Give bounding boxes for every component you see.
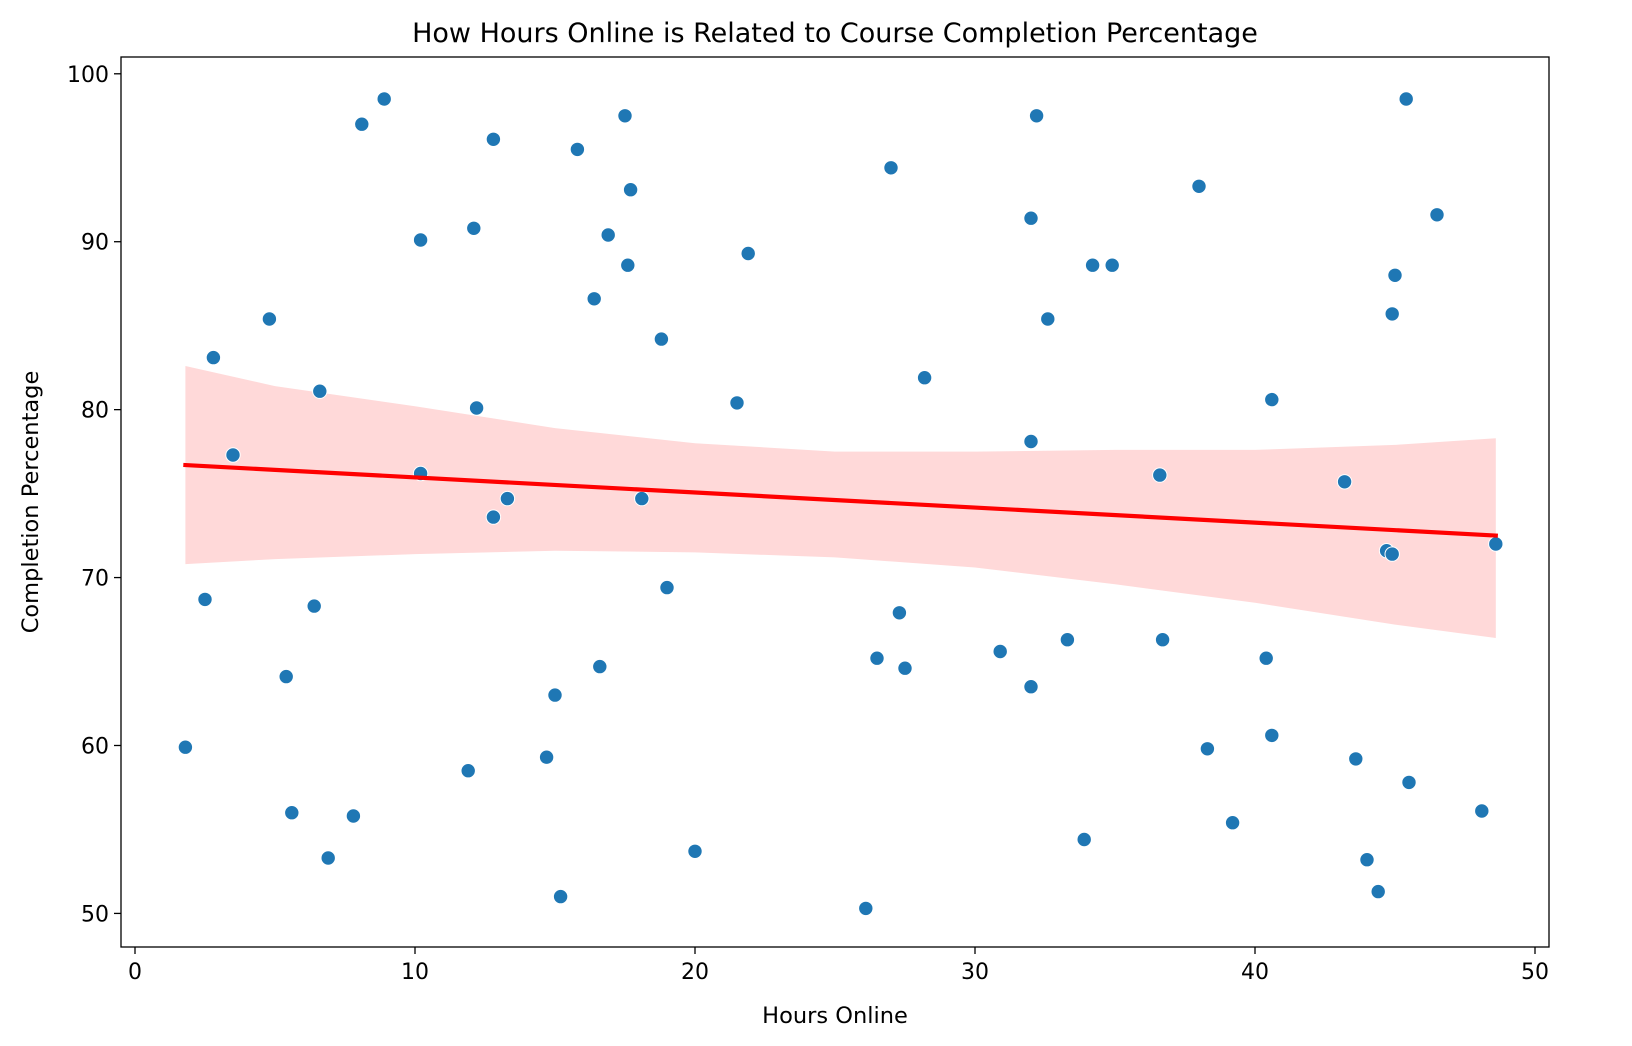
data-point bbox=[1154, 632, 1171, 648]
x-tick-label: 20 bbox=[681, 960, 709, 985]
data-point bbox=[1429, 207, 1445, 223]
data-point bbox=[468, 400, 485, 416]
data-point bbox=[653, 331, 670, 347]
data-point bbox=[1040, 311, 1056, 327]
data-point bbox=[1384, 546, 1400, 562]
data-point bbox=[278, 668, 294, 685]
data-point bbox=[1023, 679, 1039, 695]
data-point bbox=[376, 91, 392, 107]
data-point bbox=[547, 687, 563, 703]
data-point bbox=[1398, 91, 1414, 107]
regression-line bbox=[183, 462, 1499, 538]
data-point bbox=[1370, 883, 1386, 900]
y-axis-ticks: 50 60 70 80 90 100 bbox=[67, 63, 121, 927]
data-point bbox=[499, 490, 516, 507]
data-point bbox=[177, 739, 194, 755]
data-point bbox=[1401, 774, 1417, 791]
data-point bbox=[617, 108, 633, 124]
data-point bbox=[1264, 391, 1280, 408]
y-tick-label: 90 bbox=[81, 231, 109, 256]
data-point bbox=[916, 370, 933, 386]
points-layer bbox=[177, 91, 1504, 917]
y-tick-label: 100 bbox=[67, 63, 109, 88]
x-tick-label: 0 bbox=[128, 960, 142, 985]
data-point bbox=[312, 383, 328, 399]
data-point bbox=[1104, 257, 1120, 273]
y-tick-label: 50 bbox=[81, 902, 109, 927]
data-point bbox=[1191, 178, 1207, 195]
plot-area-frame bbox=[120, 56, 1550, 948]
data-point bbox=[740, 245, 756, 262]
data-point bbox=[1199, 741, 1216, 757]
data-point bbox=[1258, 650, 1274, 666]
data-point bbox=[891, 605, 908, 621]
data-point bbox=[320, 850, 336, 866]
data-point bbox=[1023, 433, 1039, 450]
data-point bbox=[205, 349, 222, 366]
y-tick-label: 60 bbox=[81, 734, 109, 759]
data-point bbox=[569, 141, 586, 158]
data-point bbox=[552, 888, 569, 905]
data-point bbox=[306, 598, 322, 614]
x-axis-label: Hours Online bbox=[762, 1003, 908, 1029]
data-point bbox=[586, 291, 602, 307]
x-tick-label: 30 bbox=[961, 960, 989, 985]
y-tick-label: 70 bbox=[81, 567, 109, 592]
data-point bbox=[883, 160, 899, 176]
data-point bbox=[466, 220, 482, 237]
data-point bbox=[354, 116, 370, 132]
data-point bbox=[1348, 751, 1364, 767]
data-point bbox=[1076, 831, 1092, 848]
data-point bbox=[1023, 210, 1039, 226]
data-point bbox=[1488, 536, 1504, 552]
data-point bbox=[485, 131, 502, 148]
data-point bbox=[485, 509, 502, 525]
y-tick-label: 80 bbox=[81, 399, 109, 424]
data-point bbox=[1152, 467, 1168, 483]
x-tick-label: 50 bbox=[1521, 960, 1549, 985]
data-point bbox=[858, 900, 874, 917]
data-point bbox=[992, 643, 1008, 660]
data-point bbox=[592, 658, 608, 675]
data-point bbox=[1028, 108, 1045, 124]
data-point bbox=[659, 579, 675, 596]
data-point bbox=[1384, 306, 1400, 322]
data-point bbox=[687, 843, 703, 859]
data-point bbox=[460, 763, 476, 779]
regression-line-layer bbox=[183, 462, 1499, 538]
chart-title: How Hours Online is Related to Course Co… bbox=[412, 18, 1258, 49]
data-point bbox=[284, 805, 300, 821]
data-point bbox=[1224, 815, 1241, 831]
x-tick-label: 40 bbox=[1241, 960, 1269, 985]
x-tick-label: 10 bbox=[401, 960, 429, 985]
data-point bbox=[1059, 632, 1076, 648]
data-point bbox=[1387, 267, 1403, 283]
data-point bbox=[1336, 474, 1353, 490]
data-point bbox=[634, 490, 650, 507]
data-point bbox=[538, 749, 555, 765]
data-point bbox=[620, 257, 636, 273]
data-point bbox=[1474, 803, 1490, 819]
data-point bbox=[412, 232, 429, 248]
y-axis-label: Completion Percentage bbox=[18, 371, 44, 634]
data-point bbox=[197, 591, 213, 608]
data-point bbox=[622, 182, 639, 198]
data-point bbox=[261, 311, 278, 327]
data-point bbox=[345, 808, 362, 824]
data-point bbox=[1359, 852, 1375, 868]
data-point bbox=[729, 395, 745, 411]
data-point bbox=[869, 650, 885, 666]
data-point bbox=[1084, 257, 1101, 273]
x-axis-ticks: 0 10 20 30 40 50 bbox=[128, 947, 1549, 985]
data-point bbox=[1264, 727, 1280, 744]
data-point bbox=[600, 227, 616, 243]
data-point bbox=[225, 447, 241, 463]
data-point bbox=[897, 660, 913, 676]
